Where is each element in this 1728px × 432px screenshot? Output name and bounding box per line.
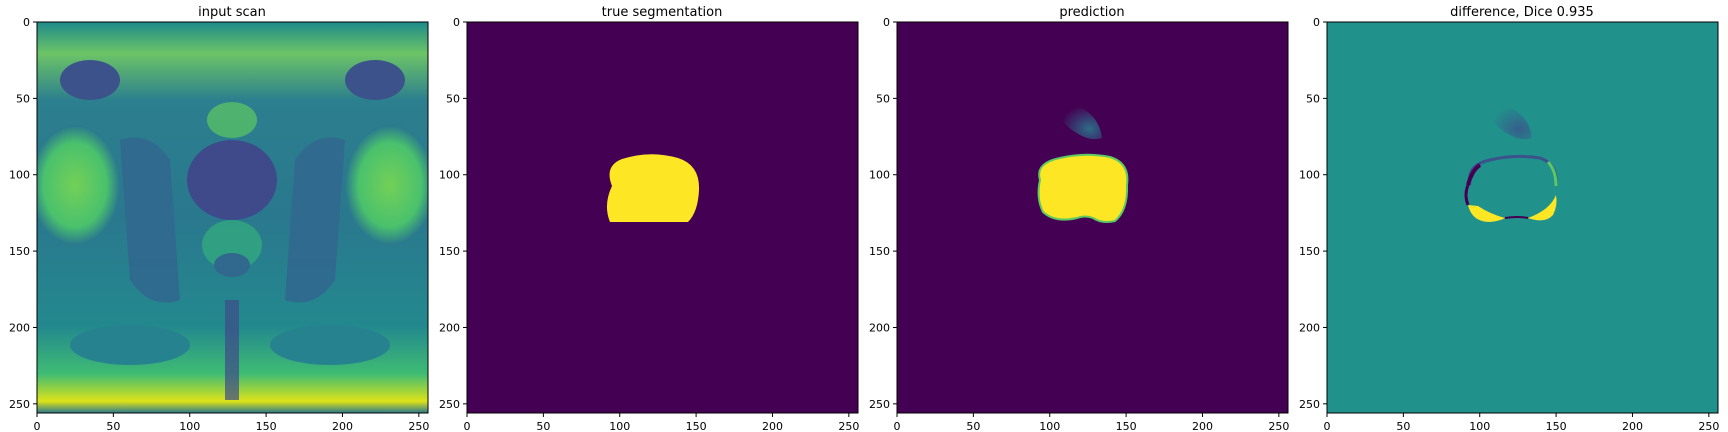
prediction-mask-image: [897, 22, 1288, 413]
panel-prediction: prediction 0 50 100 150 200 250 0 50 100 150 200 2…: [869, 5, 1289, 432]
y-tick-label: 200: [1299, 321, 1320, 334]
y-tick-label: 150: [439, 245, 460, 258]
axes-frame-input: [36, 21, 429, 414]
y-tick-label: 100: [439, 169, 460, 182]
x-ticks-truth: 0 50 100 150 200 250: [464, 413, 859, 432]
x-tick-label: 100: [1469, 420, 1490, 432]
x-tick-label: 0: [1324, 420, 1331, 432]
axes-frame-truth: [466, 21, 859, 414]
x-tick-label: 100: [1039, 420, 1060, 432]
y-tick-label: 250: [439, 398, 460, 411]
y-tick-label: 50: [446, 92, 460, 105]
panel-title-input: input scan: [198, 5, 266, 20]
panel-difference: difference, Dice 0.935 0 50 100 150 200 250 0…: [1299, 5, 1719, 432]
y-tick-label: 150: [1299, 245, 1320, 258]
truth-mask-image: [467, 22, 858, 413]
difference-map-image: [1327, 22, 1718, 413]
y-tick-label: 100: [9, 169, 30, 182]
x-tick-label: 0: [464, 420, 471, 432]
x-tick-label: 150: [1116, 420, 1137, 432]
y-ticks-truth: 0 50 100 150 200 250: [439, 16, 467, 411]
x-tick-label: 200: [1622, 420, 1643, 432]
x-tick-label: 50: [536, 420, 550, 432]
x-tick-label: 50: [1396, 420, 1410, 432]
x-tick-label: 0: [34, 420, 41, 432]
x-tick-label: 200: [332, 420, 353, 432]
x-tick-label: 0: [894, 420, 901, 432]
y-tick-label: 50: [1306, 92, 1320, 105]
y-tick-label: 0: [883, 16, 890, 29]
panel-title-truth: true segmentation: [602, 5, 723, 20]
y-ticks-input: 0 50 100 150 200 250: [9, 16, 37, 411]
x-tick-label: 150: [1546, 420, 1567, 432]
x-ticks-difference: 0 50 100 150 200 250: [1324, 413, 1719, 432]
y-tick-label: 200: [869, 321, 890, 334]
panel-title-prediction: prediction: [1059, 5, 1124, 20]
y-tick-label: 50: [876, 92, 890, 105]
y-tick-label: 250: [9, 398, 30, 411]
x-tick-label: 250: [838, 420, 859, 432]
input-scan-image: [37, 22, 428, 413]
x-tick-label: 100: [609, 420, 630, 432]
y-tick-label: 0: [1313, 16, 1320, 29]
y-tick-label: 0: [453, 16, 460, 29]
x-tick-label: 250: [408, 420, 429, 432]
y-ticks-prediction: 0 50 100 150 200 250: [869, 16, 897, 411]
panel-true-segmentation: true segmentation 0 50 100 150 200 250 0 50 100…: [439, 5, 859, 432]
y-ticks-difference: 0 50 100 150 200 250: [1299, 16, 1327, 411]
x-tick-label: 50: [966, 420, 980, 432]
x-tick-label: 100: [179, 420, 200, 432]
panel-title-difference: difference, Dice 0.935: [1450, 5, 1594, 20]
x-ticks-input: 0 50 100 150 200 250: [34, 413, 429, 432]
axes-frame-prediction: [896, 21, 1289, 414]
x-tick-label: 250: [1698, 420, 1719, 432]
x-tick-label: 200: [762, 420, 783, 432]
y-tick-label: 100: [1299, 169, 1320, 182]
y-tick-label: 50: [16, 92, 30, 105]
y-tick-label: 150: [9, 245, 30, 258]
x-ticks-prediction: 0 50 100 150 200 250: [894, 413, 1289, 432]
x-tick-label: 200: [1192, 420, 1213, 432]
y-tick-label: 200: [9, 321, 30, 334]
x-tick-label: 250: [1268, 420, 1289, 432]
x-tick-label: 150: [256, 420, 277, 432]
y-tick-label: 250: [1299, 398, 1320, 411]
y-tick-label: 150: [869, 245, 890, 258]
x-tick-label: 50: [106, 420, 120, 432]
axes-frame-difference: [1326, 21, 1719, 414]
y-tick-label: 250: [869, 398, 890, 411]
y-tick-label: 200: [439, 321, 460, 334]
y-tick-label: 100: [869, 169, 890, 182]
y-tick-label: 0: [23, 16, 30, 29]
x-tick-label: 150: [686, 420, 707, 432]
